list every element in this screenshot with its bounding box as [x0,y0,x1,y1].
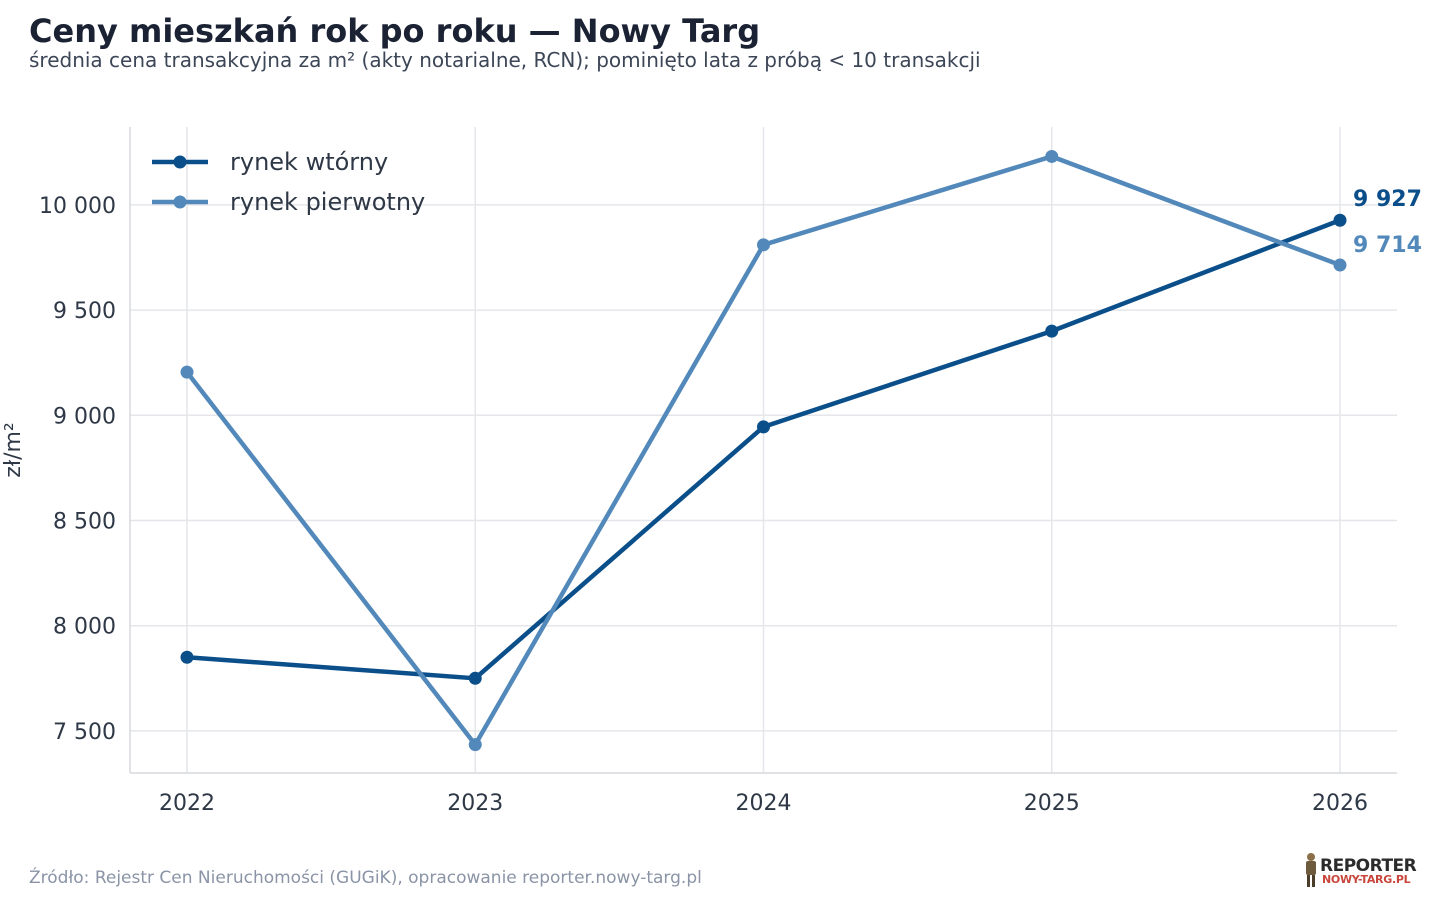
legend-marker [173,195,187,209]
axes: 7 500 8 000 8 500 9 000 9 500 10 000 2022 2023 2… [1,127,1397,816]
data-point [1045,324,1059,338]
data-point [1333,258,1347,272]
grid [130,127,1397,773]
data-point [757,238,770,252]
chart-subtitle: średnia cena transakcyjna za m² (akty no… [29,48,981,72]
legend-label: rynek wtórny [230,148,388,176]
series [180,149,1347,752]
y-axis-title: zł/m² [1,422,26,477]
y-tick-label: 9 000 [53,404,116,429]
end-value-label: 9 927 [1353,187,1422,212]
x-tick-label: 2023 [447,791,503,816]
end-value-label: 9 714 [1353,233,1422,258]
source-note: Źródło: Rejestr Cen Nieruchomości (GUGiK… [29,868,702,888]
labels: 9 927 9 714 [1353,187,1422,258]
x-tick-label: 2025 [1024,791,1080,816]
x-tick-label: 2022 [159,791,215,816]
logo-line-2: NOWY-TARG.PL [1322,873,1411,886]
legend-label: rynek pierwotny [230,188,425,216]
data-point [180,365,194,379]
y-tick-label: 9 500 [53,299,116,324]
reporter-figure-icon [1306,853,1316,887]
reporter-logo: REPORTER NOWY-TARG.PL [1302,850,1417,890]
data-point [1045,149,1059,163]
legend-marker [173,155,187,169]
data-point [468,738,482,752]
data-point [757,420,770,434]
data-point [468,671,482,685]
chart-title: Ceny mieszkań rok po roku — Nowy Targ [29,12,761,50]
y-tick-label: 10 000 [39,194,116,219]
y-tick-label: 8 500 [53,509,116,534]
y-tick-label: 8 000 [53,615,116,640]
x-tick-label: 2026 [1312,791,1368,816]
x-tick-label: 2024 [736,791,792,816]
y-tick-label: 7 500 [53,720,116,745]
data-point [1333,213,1347,227]
data-point [180,650,194,664]
logo-line-1: REPORTER [1320,856,1417,876]
legend: rynek wtórny rynek pierwotny [152,148,425,216]
